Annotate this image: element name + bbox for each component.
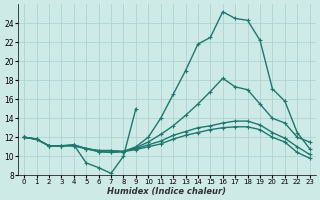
X-axis label: Humidex (Indice chaleur): Humidex (Indice chaleur)	[108, 187, 226, 196]
